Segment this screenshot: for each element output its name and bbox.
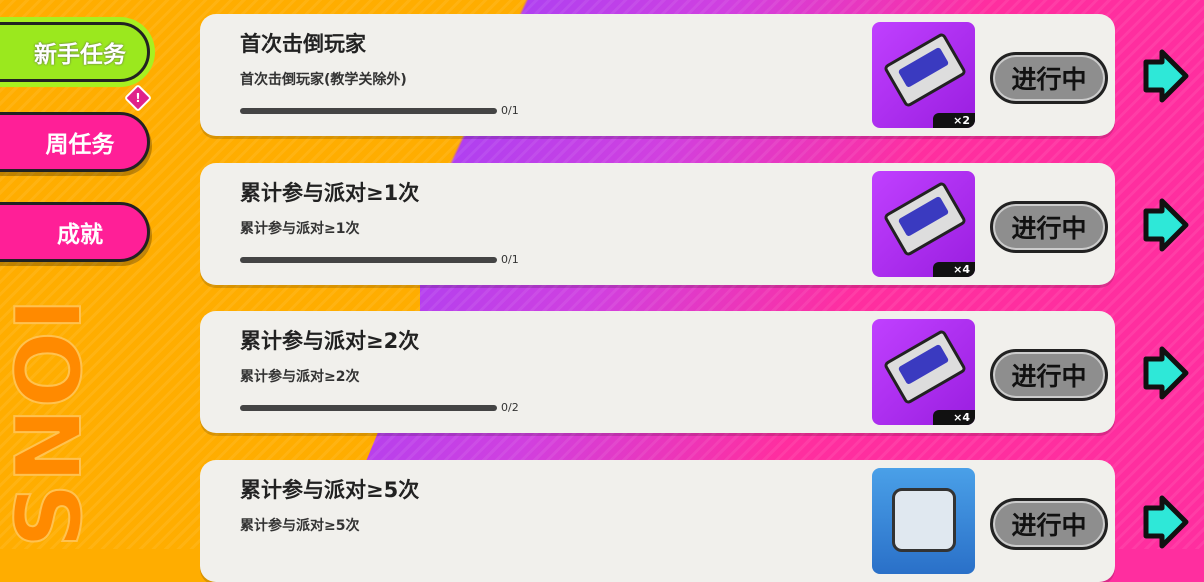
task-title: 累计参与派对≥1次 [240,181,420,205]
task-title: 累计参与派对≥5次 [240,478,420,502]
reward-item[interactable]: ×4 [872,319,975,425]
reward-item[interactable]: ×2 [872,22,975,128]
tab-novice-tasks[interactable]: 新手任务 [0,22,150,82]
task-card: 首次击倒玩家 首次击倒玩家(教学关除外) 0/1 ×2 进行中 [200,14,1115,136]
reward-item[interactable]: ×4 [872,171,975,277]
task-description: 首次击倒玩家(教学关除外) [240,72,407,88]
task-description: 累计参与派对≥1次 [240,221,360,237]
in-progress-button[interactable]: 进行中 [990,498,1108,550]
go-arrow-icon[interactable] [1140,197,1190,253]
go-arrow-icon[interactable] [1140,494,1190,550]
task-card: 累计参与派对≥2次 累计参与派对≥2次 0/2 ×4 进行中 [200,311,1115,433]
go-arrow-icon[interactable] [1140,48,1190,104]
cube-box-icon [892,488,956,552]
cassette-tape-icon [882,31,968,109]
tab-weekly-tasks[interactable]: 周任务 [0,112,150,172]
cassette-tape-icon [882,180,968,258]
background-text: SNOI [0,297,103,549]
progress-text: 0/2 [501,401,519,414]
progress-text: 0/1 [501,104,519,117]
go-arrow-icon[interactable] [1140,345,1190,401]
reward-item[interactable] [872,468,975,574]
task-card: 累计参与派对≥1次 累计参与派对≥1次 0/1 ×4 进行中 [200,163,1115,285]
progress-bar [240,108,497,114]
reward-quantity: ×2 [933,113,975,128]
reward-quantity: ×4 [933,262,975,277]
progress-text: 0/1 [501,253,519,266]
task-description: 累计参与派对≥5次 [240,518,360,534]
task-description: 累计参与派对≥2次 [240,369,360,385]
in-progress-button[interactable]: 进行中 [990,52,1108,104]
task-title: 累计参与派对≥2次 [240,329,420,353]
task-title: 首次击倒玩家 [240,32,366,56]
in-progress-button[interactable]: 进行中 [990,201,1108,253]
reward-quantity: ×4 [933,410,975,425]
cassette-tape-icon [882,328,968,406]
progress-bar [240,405,497,411]
task-card: 累计参与派对≥5次 累计参与派对≥5次 进行中 [200,460,1115,582]
in-progress-button[interactable]: 进行中 [990,349,1108,401]
tab-achievements[interactable]: 成就 [0,202,150,262]
progress-bar [240,257,497,263]
